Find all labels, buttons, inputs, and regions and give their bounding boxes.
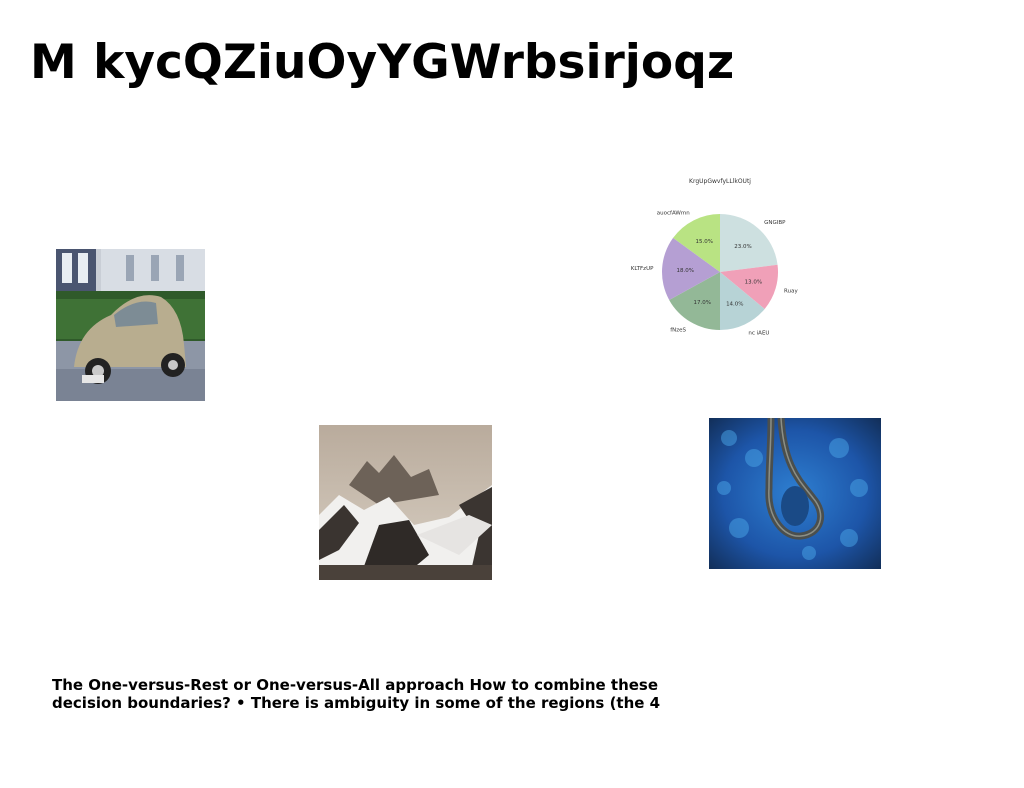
pie-slice-category-label: KLTFzUP: [631, 266, 654, 272]
pie-slice-percent-label: 18.0%: [677, 268, 694, 274]
pie-slice-percent-label: 15.0%: [695, 239, 712, 245]
pie-slice: [720, 272, 765, 330]
pie-slice-category-label: GNGIBP: [764, 220, 786, 226]
mountain-photo: [319, 425, 492, 580]
pie-slice: [669, 272, 720, 330]
pie-slice: [720, 264, 778, 309]
forest-road-photo: [709, 418, 881, 569]
slide-caption: The One-versus-Rest or One-versus-All ap…: [52, 676, 661, 712]
pie-slice-percent-label: 13.0%: [745, 280, 762, 286]
chart-title: KrgUpGwvfyLLlkOUtj: [689, 178, 751, 185]
pie-slice-percent-label: 17.0%: [694, 300, 711, 306]
pie-slice-category-label: nc iAEU: [748, 330, 769, 336]
pie-slice: [673, 214, 720, 272]
pie-slice-percent-label: 14.0%: [726, 301, 743, 307]
pie-chart: KrgUpGwvfyLLlkOUtj 23.0% GNGIBP 13.0% Ruay 1…: [628, 170, 803, 360]
pie-slice-category-label: auocfAWmn: [657, 211, 690, 217]
pie-slice-category-label: fNzeS: [670, 327, 686, 333]
pie-slice-percent-label: 23.0%: [734, 244, 751, 250]
slide-title: M kycQZiuOyYGWrbsirjoqz: [30, 35, 735, 90]
pie-slice-category-label: Ruay: [784, 289, 798, 295]
car-photo: [56, 249, 205, 401]
pie-slice: [720, 214, 778, 272]
pie-slice: [662, 237, 720, 300]
